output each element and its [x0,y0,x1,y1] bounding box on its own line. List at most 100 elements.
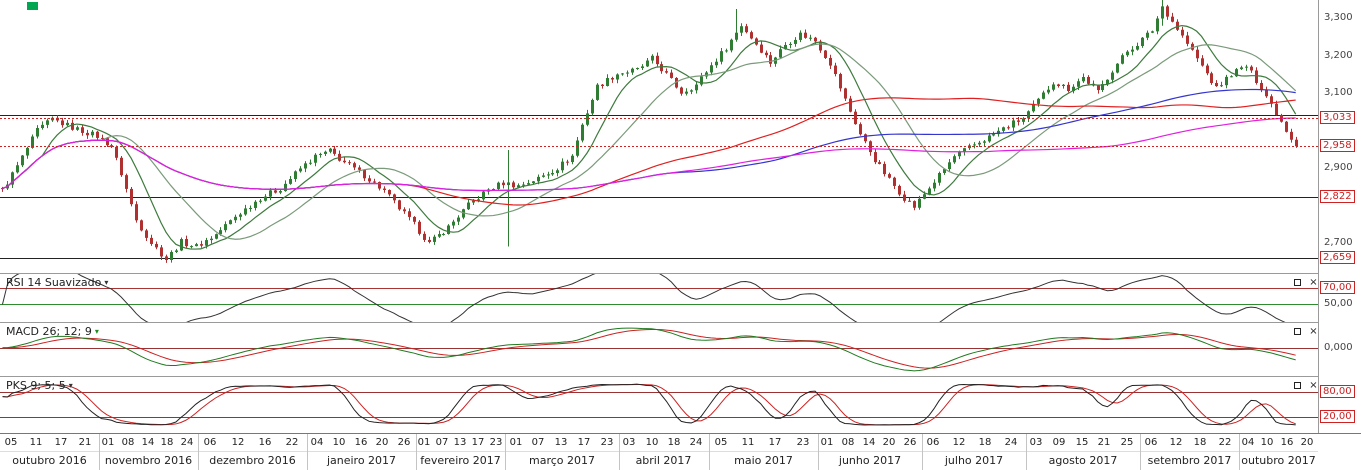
candlestick-chart-canvas[interactable] [0,0,1318,273]
close-panel-button[interactable]: × [1309,326,1318,337]
day-tick-label: 16 [258,437,272,448]
day-tick-label: 04 [1241,437,1255,448]
rsi-panel-buttons: × [1292,277,1318,288]
price-level-tag: 3,033 [1320,111,1355,124]
day-tick-label: 18 [667,437,681,448]
month-label: janeiro 2017 [326,454,397,467]
maximize-panel-button[interactable] [1292,277,1303,288]
price-tick-label: 3,100 [1324,87,1353,98]
rsi-indicator-selector[interactable]: RSI 14 Suavizado ▾ [6,276,108,289]
time-axis[interactable]: outubro 2016 05 11 17 21 novembro 2016 01 08 14 1… [0,433,1361,470]
day-tick-label: 26 [397,437,411,448]
chevron-down-icon[interactable]: ▾ [68,381,73,390]
pks-level-label: 20,00 [1320,410,1355,423]
rsi-panel[interactable]: RSI 14 Suavizado ▾ × [0,274,1318,322]
price-chart-panel[interactable] [0,0,1318,273]
day-tick-label: 24 [180,437,194,448]
month-label: fevereiro 2017 [420,454,501,467]
month-divider [922,434,923,470]
price-axis[interactable]: 3,300 3,200 3,100 2,900 2,700 3,033 2,958 2,822… [1318,0,1361,433]
day-tick-label: 03 [622,437,636,448]
month-divider [416,434,417,470]
day-tick-label: 08 [121,437,135,448]
month-divider [198,434,199,470]
chevron-down-icon[interactable]: ▾ [104,278,109,287]
chevron-down-icon[interactable]: ▾ [94,327,99,336]
price-tick-label: 2,700 [1324,237,1353,248]
day-tick-label: 10 [1260,437,1274,448]
day-tick-label: 20 [1300,437,1314,448]
day-tick-label: 01 [101,437,115,448]
legend-marker-icon [27,2,38,10]
maximize-icon [1294,279,1301,286]
month-label: setembro 2017 [1147,454,1232,467]
maximize-icon [1294,328,1301,335]
day-tick-label: 13 [554,437,568,448]
pks-indicator-label: PKS 9; 5; 5 [6,379,66,392]
maximize-panel-button[interactable] [1292,326,1303,337]
day-tick-label: 17 [577,437,591,448]
month-divider [818,434,819,470]
last-price-tag: 2,958 [1320,139,1355,152]
day-tick-label: 06 [1144,437,1158,448]
day-tick-label: 20 [375,437,389,448]
day-tick-label: 26 [903,437,917,448]
price-level-tag: 2,659 [1320,251,1355,264]
close-panel-button[interactable]: × [1309,277,1318,288]
day-tick-label: 03 [1029,437,1043,448]
day-tick-label: 23 [796,437,810,448]
day-tick-label: 01 [417,437,431,448]
day-tick-label: 14 [141,437,155,448]
day-tick-label: 11 [741,437,755,448]
maximize-icon [1294,382,1301,389]
macd-indicator-selector[interactable]: MACD 26; 12; 9 ▾ [6,325,99,338]
month-label: agosto 2017 [1048,454,1118,467]
day-tick-label: 25 [1120,437,1134,448]
maximize-panel-button[interactable] [1292,380,1303,391]
month-divider [1140,434,1141,470]
day-tick-label: 23 [600,437,614,448]
day-tick-label: 05 [4,437,18,448]
panel-separator [0,322,1361,323]
day-tick-label: 12 [231,437,245,448]
macd-panel-buttons: × [1292,326,1318,337]
month-divider [1026,434,1027,470]
axis-row-divider [0,451,1318,452]
macd-chart-canvas[interactable] [0,323,1318,376]
day-tick-label: 22 [285,437,299,448]
panel-separator [0,376,1361,377]
day-tick-label: 12 [1169,437,1183,448]
day-tick-label: 18 [160,437,174,448]
day-tick-label: 21 [78,437,92,448]
month-label: maio 2017 [734,454,793,467]
day-tick-label: 10 [645,437,659,448]
month-label: dezembro 2016 [209,454,296,467]
macd-panel[interactable]: MACD 26; 12; 9 ▾ × [0,323,1318,376]
month-label: outubro 2017 [1241,454,1316,467]
rsi-level-label: 50,00 [1324,298,1353,309]
close-panel-button[interactable]: × [1309,380,1318,391]
day-tick-label: 09 [1052,437,1066,448]
month-divider [99,434,100,470]
month-divider [307,434,308,470]
pks-indicator-selector[interactable]: PKS 9; 5; 5 ▾ [6,379,73,392]
day-tick-label: 17 [471,437,485,448]
day-tick-label: 07 [531,437,545,448]
month-label: outubro 2016 [12,454,87,467]
day-tick-label: 11 [29,437,43,448]
day-tick-label: 18 [978,437,992,448]
rsi-chart-canvas[interactable] [0,274,1318,322]
month-divider [1239,434,1240,470]
month-label: março 2017 [528,454,595,467]
stochastic-chart-canvas[interactable] [0,377,1318,432]
day-tick-label: 06 [203,437,217,448]
day-tick-label: 04 [310,437,324,448]
day-tick-label: 16 [354,437,368,448]
day-tick-label: 24 [689,437,703,448]
macd-indicator-label: MACD 26; 12; 9 [6,325,92,338]
price-tick-label: 3,200 [1324,50,1353,61]
day-tick-label: 08 [841,437,855,448]
pks-panel[interactable]: PKS 9; 5; 5 ▾ × [0,377,1318,432]
pks-level-label: 80,00 [1320,385,1355,398]
panel-separator [0,273,1361,274]
